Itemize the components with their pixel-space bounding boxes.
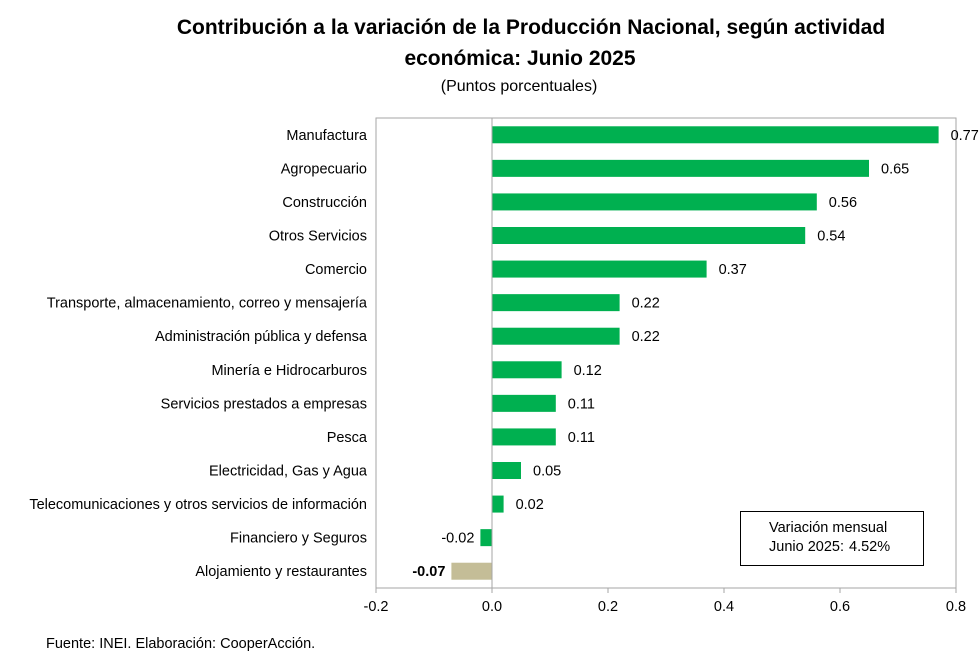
category-label: Telecomunicaciones y otros servicios de … xyxy=(29,497,367,513)
chart-subtitle: (Puntos porcentuales) xyxy=(440,78,598,95)
x-tick-label: 0.2 xyxy=(598,599,618,615)
bar-14 xyxy=(451,562,492,580)
summary-value: 4.52% xyxy=(849,539,891,555)
category-label: Construcción xyxy=(282,195,367,211)
category-label: Minería e Hidrocarburos xyxy=(211,363,367,379)
bar-1 xyxy=(492,126,939,144)
category-label: Pesca xyxy=(327,430,368,446)
bar-2 xyxy=(492,159,869,177)
summary-box: Variación mensual Junio 2025: 4.52% xyxy=(740,511,924,566)
value-label: 0.22 xyxy=(632,329,660,345)
value-label: -0.02 xyxy=(441,531,474,547)
bar-3 xyxy=(492,193,817,211)
category-label: Alojamiento y restaurantes xyxy=(195,564,367,580)
bar-8 xyxy=(492,361,562,379)
value-label: 0.11 xyxy=(568,430,595,446)
value-label: 0.65 xyxy=(881,161,909,177)
x-tick-label: 0.8 xyxy=(946,599,966,615)
value-label: 0.22 xyxy=(632,296,660,312)
bar-11 xyxy=(492,462,521,479)
chart-title-line1: Contribución a la variación de la Produc… xyxy=(176,16,886,39)
bar-12 xyxy=(492,495,504,513)
x-tick-label: -0.2 xyxy=(364,599,389,615)
value-label: 0.12 xyxy=(574,363,602,379)
bar-6 xyxy=(492,294,620,312)
x-tick-label: 0.4 xyxy=(714,599,734,615)
category-label: Manufactura xyxy=(286,128,368,144)
value-label: 0.77 xyxy=(951,128,979,144)
category-label: Administración pública y defensa xyxy=(155,329,368,345)
category-label: Financiero y Seguros xyxy=(230,531,367,547)
category-label: Electricidad, Gas y Agua xyxy=(209,464,368,480)
x-tick-label: 0.6 xyxy=(830,599,850,615)
value-label: -0.07 xyxy=(412,564,445,580)
bar-7 xyxy=(492,327,620,345)
category-label: Comercio xyxy=(305,262,367,278)
bar-10 xyxy=(492,428,556,446)
source-note: Fuente: INEI. Elaboración: CooperAcción. xyxy=(46,636,316,652)
category-label: Servicios prestados a empresas xyxy=(161,396,367,412)
value-label: 0.37 xyxy=(719,262,747,278)
value-label: 0.05 xyxy=(533,464,561,480)
category-label: Otros Servicios xyxy=(269,229,367,245)
value-label: 0.54 xyxy=(817,229,845,245)
chart-title-line2: económica: Junio 2025 xyxy=(404,47,636,70)
category-label: Transporte, almacenamiento, correo y men… xyxy=(47,296,368,312)
category-label: Agropecuario xyxy=(281,161,367,177)
value-label: 0.56 xyxy=(829,195,857,211)
value-label: 0.02 xyxy=(516,497,544,513)
x-tick-label: 0.0 xyxy=(482,599,502,615)
bar-13 xyxy=(480,529,492,547)
value-label: 0.11 xyxy=(568,396,595,412)
summary-label-line2: Junio 2025: xyxy=(769,539,844,555)
plot-frame xyxy=(375,117,957,589)
summary-label-line1: Variación mensual xyxy=(769,520,888,536)
bar-9 xyxy=(492,394,556,412)
bar-5 xyxy=(492,260,707,278)
bar-4 xyxy=(492,227,806,244)
